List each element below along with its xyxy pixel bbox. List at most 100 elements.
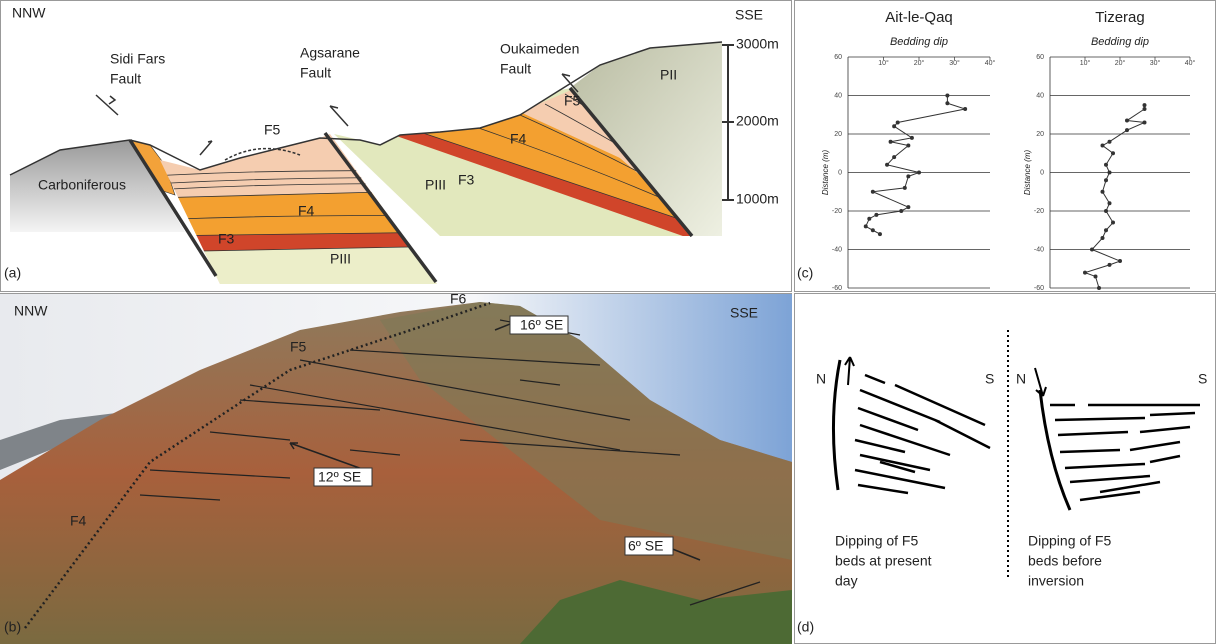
chart-subtitle: Bedding dip xyxy=(890,36,948,48)
data-line xyxy=(866,96,965,235)
data-point xyxy=(945,101,949,105)
page: {"panel_a": {"left_dir": "NNW", "right_d… xyxy=(0,0,1216,644)
data-point xyxy=(903,186,907,190)
data-point xyxy=(1104,228,1108,232)
label: S xyxy=(985,371,994,387)
y-tick-label: 60 xyxy=(1036,54,1044,61)
x-tick-label: 10° xyxy=(1080,59,1091,67)
label: F5 xyxy=(564,93,581,109)
data-point xyxy=(1108,171,1112,175)
label: PIII xyxy=(330,251,351,267)
label: F3 xyxy=(458,172,475,188)
data-point xyxy=(1104,163,1108,167)
label: NNW xyxy=(12,5,46,21)
data-point xyxy=(878,232,882,236)
data-point xyxy=(1101,144,1105,148)
data-point xyxy=(892,155,896,159)
y-tick-label: -60 xyxy=(832,285,842,292)
y-tick-label: -20 xyxy=(1034,208,1044,215)
x-tick-label: 30° xyxy=(1150,59,1161,67)
chart-subtitle: Bedding dip xyxy=(1091,36,1149,48)
data-point xyxy=(1108,201,1112,205)
data-point xyxy=(963,107,967,111)
chart-title: Ait-le-Qaq xyxy=(885,9,953,26)
label: (d) xyxy=(797,619,814,635)
label: N xyxy=(1016,371,1026,387)
y-tick-label: 40 xyxy=(1036,92,1044,99)
label: inversion xyxy=(1028,573,1084,589)
label: SSE xyxy=(730,305,758,321)
x-tick-label: 40° xyxy=(985,59,996,67)
label: 1000m xyxy=(736,191,779,207)
y-tick-label: 0 xyxy=(1040,169,1044,176)
y-tick-label: 0 xyxy=(838,169,842,176)
figure: NNW SSE Sidi Fars Fault Agsarane Fault Oukaime… xyxy=(0,0,1216,644)
data-point xyxy=(906,144,910,148)
label: (b) xyxy=(4,619,21,635)
y-tick-label: 20 xyxy=(1036,131,1044,138)
label: PII xyxy=(660,67,677,83)
data-point xyxy=(910,136,914,140)
y-tick-label: -60 xyxy=(1034,285,1044,292)
label: 12º SE xyxy=(318,469,361,485)
y-tick-label: 60 xyxy=(834,54,842,61)
label: (c) xyxy=(797,265,813,281)
data-point xyxy=(1125,128,1129,132)
label: F4 xyxy=(298,203,315,219)
data-point xyxy=(1094,274,1098,278)
data-point xyxy=(1101,236,1105,240)
data-point xyxy=(1083,271,1087,275)
data-point xyxy=(906,174,910,178)
data-point xyxy=(889,140,893,144)
label: F4 xyxy=(510,131,527,147)
label: SSE xyxy=(735,7,763,23)
label: 2000m xyxy=(736,113,779,129)
data-point xyxy=(871,228,875,232)
label: PIII xyxy=(425,177,446,193)
data-line xyxy=(1085,105,1145,288)
label: Carboniferous xyxy=(38,177,126,193)
label: F4 xyxy=(70,513,87,529)
data-point xyxy=(892,124,896,128)
label: Fault xyxy=(110,71,141,87)
data-point xyxy=(871,190,875,194)
label: Sidi Fars xyxy=(110,51,165,67)
data-point xyxy=(945,94,949,98)
y-tick-label: -40 xyxy=(1034,246,1044,253)
data-point xyxy=(1118,259,1122,263)
label: S xyxy=(1198,371,1207,387)
label: Fault xyxy=(500,61,531,77)
label: Agsarane xyxy=(300,45,360,61)
label: Dipping of F5 xyxy=(835,533,918,549)
data-point xyxy=(1108,140,1112,144)
label: beds before xyxy=(1028,553,1102,569)
data-point xyxy=(1143,120,1147,124)
data-point xyxy=(1104,178,1108,182)
label: 6º SE xyxy=(628,538,663,554)
y-tick-label: 20 xyxy=(834,131,842,138)
chart-title: Tizerag xyxy=(1095,9,1144,26)
label: 3000m xyxy=(736,36,779,52)
data-point xyxy=(885,163,889,167)
data-point xyxy=(896,120,900,124)
data-point xyxy=(1104,209,1108,213)
label: F5 xyxy=(264,122,281,138)
y-axis-label: Distance (m) xyxy=(1023,149,1032,195)
data-point xyxy=(899,209,903,213)
label: Oukaimeden xyxy=(500,41,579,57)
data-point xyxy=(1097,286,1101,290)
x-tick-label: 20° xyxy=(914,59,925,67)
label: Dipping of F5 xyxy=(1028,533,1111,549)
data-point xyxy=(1143,103,1147,107)
x-tick-label: 10° xyxy=(878,59,889,67)
y-tick-label: -20 xyxy=(832,208,842,215)
photo xyxy=(0,294,792,644)
label: N xyxy=(816,371,826,387)
data-point xyxy=(1111,221,1115,225)
data-point xyxy=(917,171,921,175)
x-tick-label: 40° xyxy=(1185,59,1196,67)
x-tick-label: 30° xyxy=(949,59,960,67)
y-tick-label: -40 xyxy=(832,246,842,253)
data-point xyxy=(1090,248,1094,252)
label: 16º SE xyxy=(520,317,563,333)
